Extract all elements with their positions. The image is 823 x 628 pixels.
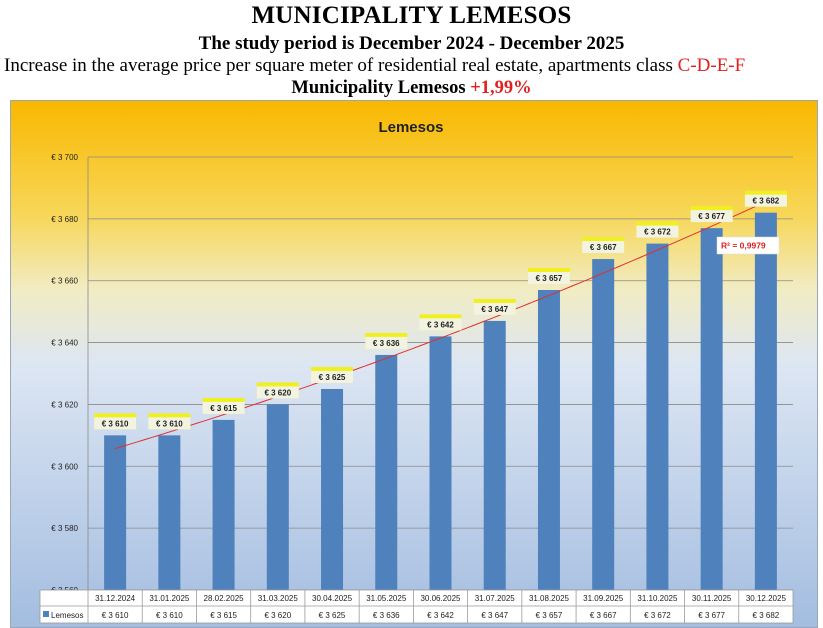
table-value: € 3 610 <box>156 611 183 620</box>
bar <box>646 243 669 590</box>
value-label-background <box>527 271 570 284</box>
y-tick-label: € 3 580 <box>51 524 78 533</box>
value-label-background <box>311 370 354 383</box>
table-value: € 3 672 <box>644 611 671 620</box>
value-label-background <box>419 318 462 331</box>
r-squared-box: R² = 0,9979 <box>716 236 780 255</box>
bar <box>700 228 723 590</box>
bar <box>158 435 181 590</box>
bar <box>375 354 398 590</box>
bar <box>592 259 615 590</box>
value-label-background <box>148 417 191 430</box>
r-squared-label: R² = 0,9979 <box>721 241 766 251</box>
value-label-background <box>365 336 408 349</box>
value-label-background <box>744 194 787 207</box>
legend-swatch <box>43 611 49 617</box>
value-label-background <box>256 386 299 399</box>
value-label: € 3 682 <box>753 197 780 206</box>
y-tick-label: € 3 620 <box>51 400 78 409</box>
table-value: € 3 657 <box>536 611 563 620</box>
value-label: € 3 647 <box>481 305 508 314</box>
study-period: The study period is December 2024 - Dece… <box>198 33 625 54</box>
bar <box>483 320 506 590</box>
price-chart: Lemesos € 3 560€ 3 580€ 3 600€ 3 620€ 3 … <box>10 100 818 628</box>
x-tick-label: 31.10.2025 <box>637 594 678 603</box>
y-tick-label: € 3 640 <box>51 339 78 348</box>
value-label-background <box>582 241 625 254</box>
x-tick-label: 31.09.2025 <box>583 594 624 603</box>
table-value: € 3 667 <box>590 611 617 620</box>
table-value: € 3 615 <box>210 611 237 620</box>
value-label: € 3 625 <box>319 373 346 382</box>
table-value: € 3 677 <box>698 611 725 620</box>
municipality-label: Municipality Lemesos <box>291 78 466 98</box>
y-tick-label: € 3 700 <box>51 153 78 162</box>
value-labels: € 3 610 € 3 610 € 3 615 € 3 620 € 3 625 € 3 6… <box>94 190 787 430</box>
class-list: C-D-E-F <box>677 55 746 76</box>
table-value: € 3 625 <box>319 611 346 620</box>
x-tick-label: 30.11.2025 <box>692 594 732 603</box>
y-tick-label: € 3 660 <box>51 277 78 286</box>
bar <box>104 435 127 590</box>
value-label-background <box>636 225 679 238</box>
data-table: 31.12.2024 € 3 610 31.01.2025 € 3 610 28.02.… <box>39 589 794 624</box>
bar <box>429 336 452 590</box>
value-label-background <box>473 302 516 315</box>
value-label: € 3 610 <box>102 419 129 428</box>
table-frame <box>39 589 794 624</box>
value-label: € 3 677 <box>698 212 725 221</box>
bar <box>754 212 777 590</box>
bar <box>321 388 344 590</box>
bar <box>212 419 235 590</box>
x-tick-label: 30.04.2025 <box>312 594 353 603</box>
value-label: € 3 642 <box>427 320 454 329</box>
x-tick-label: 28.02.2025 <box>204 594 245 603</box>
value-label: € 3 620 <box>264 388 291 397</box>
bars <box>104 212 777 590</box>
value-label: € 3 636 <box>373 339 400 348</box>
y-axis: € 3 560€ 3 580€ 3 600€ 3 620€ 3 640€ 3 6… <box>51 153 89 595</box>
change-percentage: +1,99% <box>470 78 532 98</box>
value-label-background <box>690 210 733 223</box>
legend-label: Lemesos <box>51 611 83 620</box>
value-label-background <box>94 417 137 430</box>
x-tick-label: 31.01.2025 <box>149 594 190 603</box>
x-tick-label: 30.12.2025 <box>746 594 787 603</box>
table-value: € 3 682 <box>753 611 780 620</box>
r-squared-background <box>716 236 780 255</box>
x-tick-label: 30.06.2025 <box>420 594 461 603</box>
table-value: € 3 620 <box>264 611 291 620</box>
table-value: € 3 647 <box>481 611 508 620</box>
value-label: € 3 615 <box>210 404 237 413</box>
municipality-line: Municipality Lemesos +1,99% <box>0 78 823 99</box>
value-label: € 3 667 <box>590 243 617 252</box>
description-line: Increase in the average price per square… <box>4 55 745 77</box>
chart-title: Lemesos <box>378 119 443 136</box>
table-value: € 3 636 <box>373 611 400 620</box>
chart-background <box>10 100 818 628</box>
x-tick-label: 31.05.2025 <box>366 594 407 603</box>
table-value: € 3 642 <box>427 611 454 620</box>
value-label-background <box>202 401 245 414</box>
table-value: € 3 610 <box>102 611 129 620</box>
bar <box>266 404 289 590</box>
x-tick-label: 31.07.2025 <box>475 594 516 603</box>
description-text: Increase in the average price per square… <box>4 55 673 76</box>
value-label: € 3 672 <box>644 228 671 237</box>
x-tick-label: 31.12.2024 <box>95 594 136 603</box>
bar <box>537 289 560 590</box>
page-title: MUNICIPALITY LEMESOS <box>251 2 572 29</box>
value-label: € 3 610 <box>156 419 183 428</box>
trendline <box>114 201 767 450</box>
y-tick-label: € 3 680 <box>51 215 78 224</box>
value-label: € 3 657 <box>536 274 563 283</box>
x-tick-label: 31.08.2025 <box>529 594 570 603</box>
y-tick-label: € 3 600 <box>51 462 78 471</box>
x-tick-label: 31.03.2025 <box>258 594 299 603</box>
